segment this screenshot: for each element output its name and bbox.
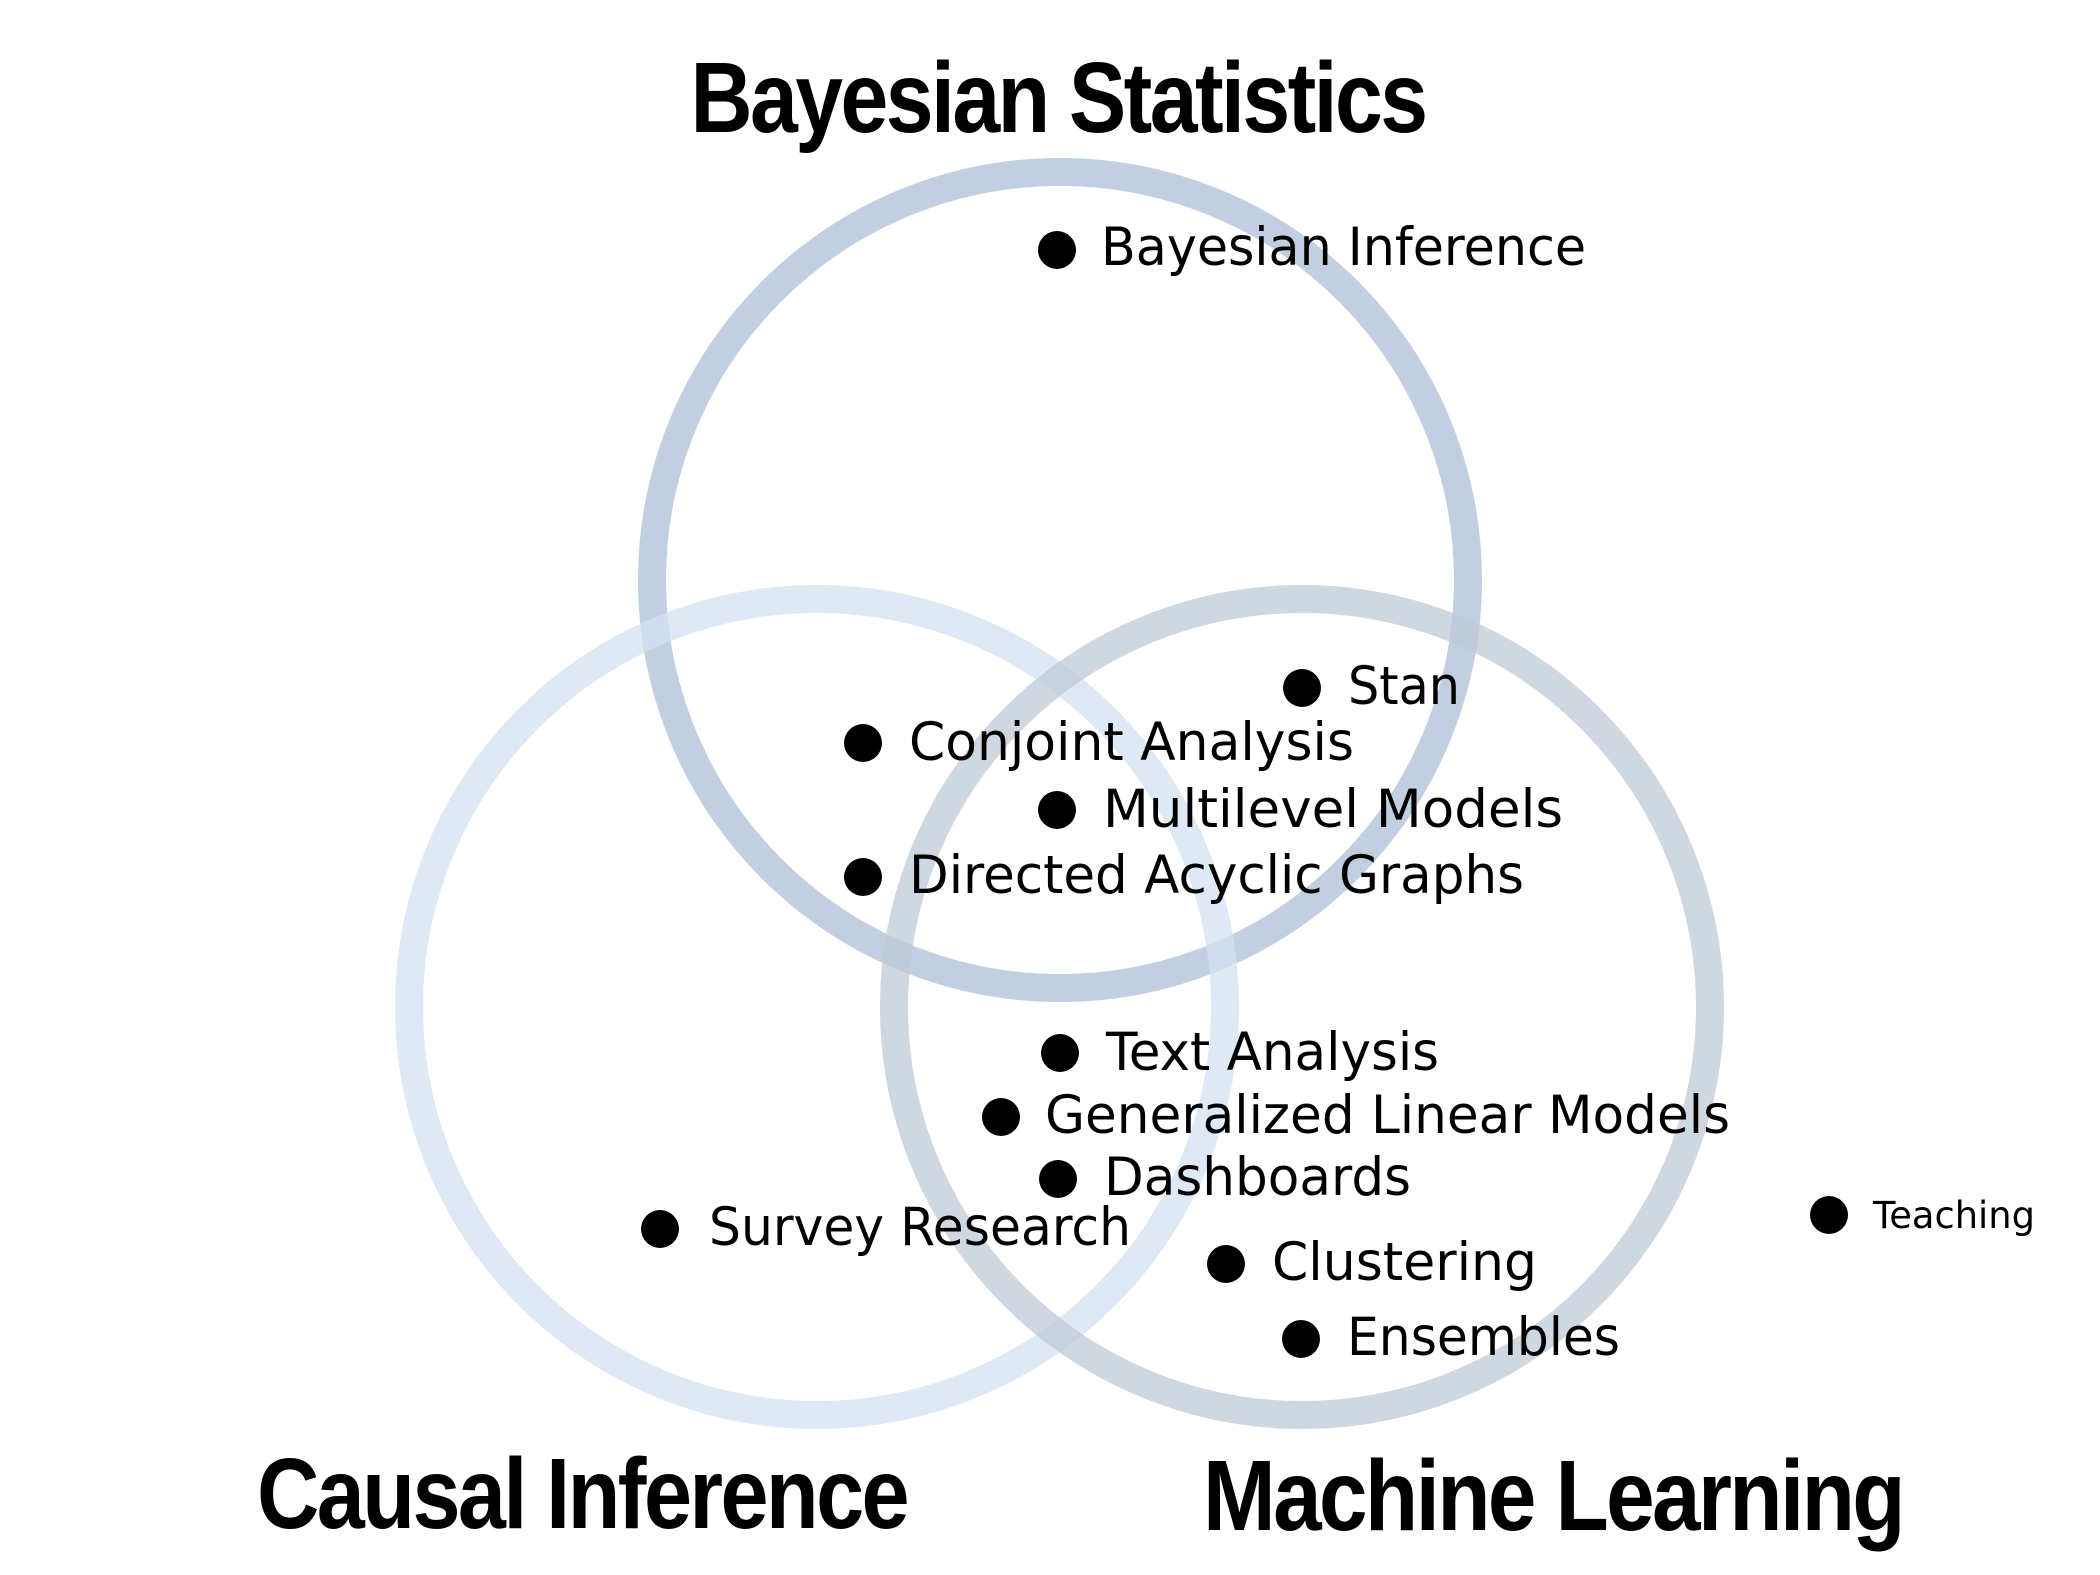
item-label: Survey Research [709,1197,1131,1258]
item-multilevel-models: Multilevel Models [1038,779,1563,840]
bullet-dot [1038,791,1076,829]
item-label: Ensembles [1347,1307,1620,1368]
bullet-dot [1039,1160,1077,1198]
item-label: Dashboards [1104,1147,1411,1208]
bullet-dot [1041,1034,1079,1072]
item-clustering: Clustering [1207,1232,1537,1293]
item-teaching: Teaching [1810,1194,2035,1237]
item-ensembles: Ensembles [1282,1307,1620,1368]
item-stan: Stan [1283,656,1460,717]
item-label: Bayesian Inference [1101,217,1586,278]
bullet-dot [1810,1196,1848,1234]
item-label: Clustering [1272,1232,1537,1293]
item-conjoint-analysis: Conjoint Analysis [844,712,1354,773]
item-survey-research: Survey Research [641,1197,1131,1258]
bullet-dot [844,724,882,762]
item-label: Directed Acyclic Graphs [909,845,1524,906]
item-text-analysis: Text Analysis [1041,1022,1439,1083]
item-label: Multilevel Models [1103,779,1563,840]
bullet-dot [1282,1320,1320,1358]
item-dashboards: Dashboards [1039,1147,1411,1208]
item-bayesian-inference: Bayesian Inference [1038,217,1586,278]
item-label: Conjoint Analysis [909,712,1354,773]
item-generalized-linear-models: Generalized Linear Models [982,1085,1730,1146]
bullet-dot [641,1210,679,1248]
bullet-dot [844,858,882,896]
causal-inference-circle [395,585,1239,1429]
item-directed-acyclic-graphs: Directed Acyclic Graphs [844,845,1524,906]
machine-learning-title: Machine Learning [1203,1440,1903,1552]
machine-learning-circle [880,585,1724,1429]
bullet-dot [1207,1245,1245,1283]
item-label: Text Analysis [1105,1022,1439,1083]
item-label: Stan [1348,656,1460,717]
item-label: Teaching [1872,1194,2035,1237]
bullet-dot [1038,231,1076,269]
bayesian-statistics-circle [638,158,1482,1002]
item-label: Generalized Linear Models [1045,1085,1730,1146]
bullet-dot [1283,669,1321,707]
causal-inference-title: Causal Inference [257,1438,907,1550]
bayesian-statistics-title: Bayesian Statistics [691,42,1426,154]
bullet-dot [982,1098,1020,1136]
